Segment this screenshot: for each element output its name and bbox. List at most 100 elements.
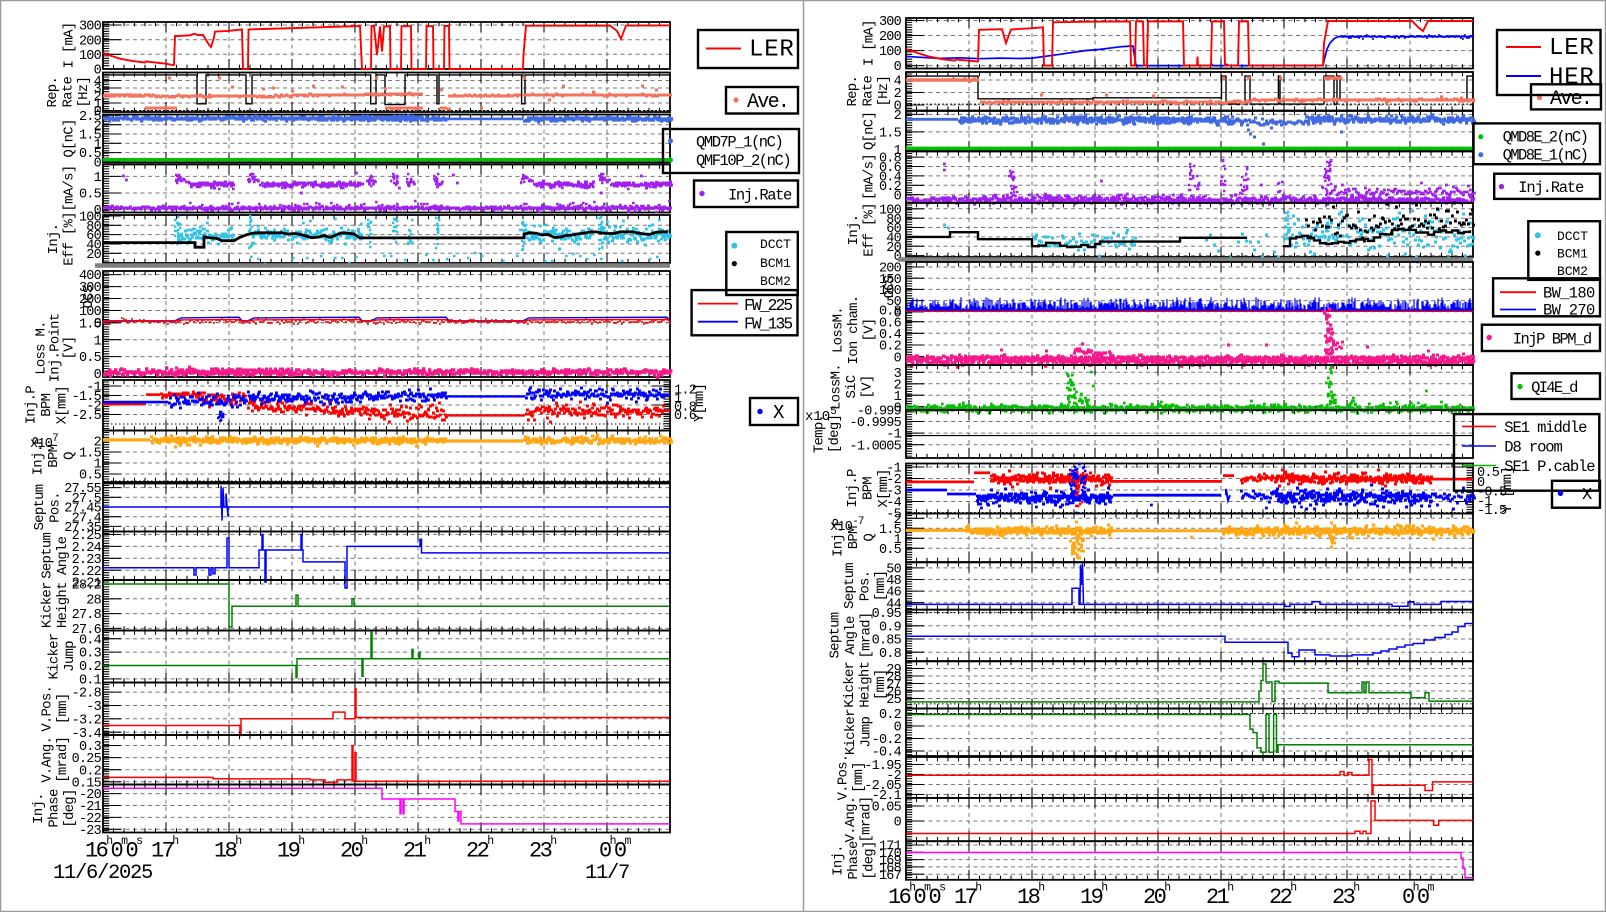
svg-text:2.25: 2.25 xyxy=(72,529,102,544)
svg-text:300: 300 xyxy=(79,281,102,296)
svg-text:-1: -1 xyxy=(886,462,901,477)
svg-text:167: 167 xyxy=(879,869,902,884)
svg-text:0.4: 0.4 xyxy=(79,633,102,648)
svg-text:1: 1 xyxy=(94,334,102,349)
svg-text:[mA/s]: [mA/s] xyxy=(862,154,878,200)
svg-text:0.8: 0.8 xyxy=(879,305,902,320)
svg-text:-3.2: -3.2 xyxy=(72,713,102,728)
svg-text:Inj.P: Inj.P xyxy=(23,386,39,425)
svg-text:X[mm]: X[mm] xyxy=(54,386,70,424)
svg-text:1: 1 xyxy=(94,458,102,473)
svg-text:BCM2: BCM2 xyxy=(1557,264,1588,279)
svg-text:-23: -23 xyxy=(79,824,102,839)
svg-text:Inj.P: Inj.P xyxy=(31,437,47,476)
svg-text:27.35: 27.35 xyxy=(64,521,101,536)
svg-text:Kicker: Kicker xyxy=(39,582,55,628)
svg-text:1: 1 xyxy=(894,533,902,548)
svg-text:Rep.: Rep. xyxy=(45,77,61,108)
svg-text:[mrad]: [mrad] xyxy=(858,613,874,659)
svg-text:[deg]: [deg] xyxy=(827,415,843,453)
svg-text:Angle: Angle xyxy=(843,616,859,655)
svg-text:BW_180: BW_180 xyxy=(1543,284,1595,302)
svg-text:SE1 middle: SE1 middle xyxy=(1504,419,1587,437)
svg-text:-2.1: -2.1 xyxy=(872,789,902,804)
svg-text:Phase: Phase xyxy=(846,841,862,880)
svg-text:I [mA]: I [mA] xyxy=(62,23,78,69)
svg-text:0: 0 xyxy=(894,721,902,736)
svg-text:27.5: 27.5 xyxy=(72,492,102,507)
svg-text:Rate: Rate xyxy=(861,76,877,107)
svg-text:40: 40 xyxy=(86,239,101,254)
svg-text:BCM1: BCM1 xyxy=(1557,247,1588,262)
svg-text:BCM1: BCM1 xyxy=(760,256,791,271)
svg-text:Phase: Phase xyxy=(47,789,63,828)
svg-text:QI4E_d: QI4E_d xyxy=(1531,379,1577,397)
svg-text:-2: -2 xyxy=(886,473,901,488)
svg-text:-0.5: -0.5 xyxy=(1477,486,1507,501)
svg-text:1.5: 1.5 xyxy=(79,129,102,144)
svg-text:-2.5: -2.5 xyxy=(72,409,102,424)
svg-text:QMF10P_2(nC): QMF10P_2(nC) xyxy=(696,152,790,170)
svg-text:X: X xyxy=(773,402,785,424)
svg-text:Inj.Rate: Inj.Rate xyxy=(728,186,792,204)
svg-text:100: 100 xyxy=(79,49,102,64)
svg-text:28: 28 xyxy=(86,593,101,608)
svg-text:0.5: 0.5 xyxy=(79,188,102,203)
svg-text:-21: -21 xyxy=(79,800,102,815)
svg-text:[mm]: [mm] xyxy=(55,693,71,724)
svg-text:0.6: 0.6 xyxy=(879,316,902,331)
svg-text:16h0m0s: 16h0m0s xyxy=(888,882,945,911)
svg-text:SiC: SiC xyxy=(844,375,860,398)
svg-text:BPM: BPM xyxy=(46,444,62,467)
svg-text:100: 100 xyxy=(879,203,902,218)
svg-text:[V]: [V] xyxy=(62,337,78,360)
svg-text:Kicker: Kicker xyxy=(842,662,858,708)
svg-text:28.2: 28.2 xyxy=(72,579,102,594)
svg-text:3: 3 xyxy=(894,367,902,382)
svg-text:[mm]: [mm] xyxy=(851,762,867,793)
svg-text:Ave.: Ave. xyxy=(1550,88,1591,111)
svg-text:0: 0 xyxy=(894,189,902,204)
svg-text:300: 300 xyxy=(879,15,902,30)
svg-text:0: 0 xyxy=(894,60,902,75)
svg-text:60: 60 xyxy=(86,229,101,244)
svg-text:0: 0 xyxy=(894,351,902,366)
svg-text:-2.8: -2.8 xyxy=(72,687,102,702)
svg-text:11/7: 11/7 xyxy=(585,862,629,885)
svg-text:1.5: 1.5 xyxy=(79,447,102,462)
svg-text:Septum: Septum xyxy=(39,533,55,579)
svg-text:Q: Q xyxy=(862,534,878,542)
svg-text:3: 3 xyxy=(94,83,102,98)
svg-text:[deg]: [deg] xyxy=(862,841,878,879)
svg-text:-0.2: -0.2 xyxy=(872,733,902,748)
svg-text:LER: LER xyxy=(749,37,795,64)
svg-text:2.23: 2.23 xyxy=(72,553,102,568)
svg-text:2: 2 xyxy=(894,109,902,124)
svg-text:V.Pos.: V.Pos. xyxy=(836,755,852,801)
svg-text:Inj.: Inj. xyxy=(46,224,62,255)
svg-text:0.8: 0.8 xyxy=(674,401,697,416)
svg-text:50: 50 xyxy=(886,295,901,310)
svg-text:D8 room: D8 room xyxy=(1504,438,1562,456)
svg-text:Inj.: Inj. xyxy=(846,215,862,246)
svg-text:0.5: 0.5 xyxy=(879,543,902,558)
svg-text:1: 1 xyxy=(674,392,682,407)
svg-text:2.24: 2.24 xyxy=(72,541,102,556)
svg-text:2: 2 xyxy=(94,90,102,105)
svg-text:80: 80 xyxy=(86,220,101,235)
svg-text:V.Pos.: V.Pos. xyxy=(39,686,55,732)
svg-text:0: 0 xyxy=(1477,476,1485,491)
svg-text:0: 0 xyxy=(94,317,102,332)
svg-text:26: 26 xyxy=(886,686,901,701)
svg-text:Y[mm]: Y[mm] xyxy=(692,384,708,422)
svg-text:4: 4 xyxy=(894,75,902,90)
svg-text:x107: x107 xyxy=(30,433,58,452)
svg-text:SE1 P.cable: SE1 P.cable xyxy=(1504,458,1595,476)
svg-text:Inj.Rate: Inj.Rate xyxy=(1518,179,1584,197)
svg-text:Ion cham.: Ion cham. xyxy=(846,296,862,365)
svg-text:[mA/s]: [mA/s] xyxy=(62,166,78,212)
svg-text:[V]: [V] xyxy=(860,376,876,399)
svg-text:1: 1 xyxy=(894,390,902,405)
svg-text:0.95: 0.95 xyxy=(872,607,902,622)
svg-text:0: 0 xyxy=(894,306,902,321)
